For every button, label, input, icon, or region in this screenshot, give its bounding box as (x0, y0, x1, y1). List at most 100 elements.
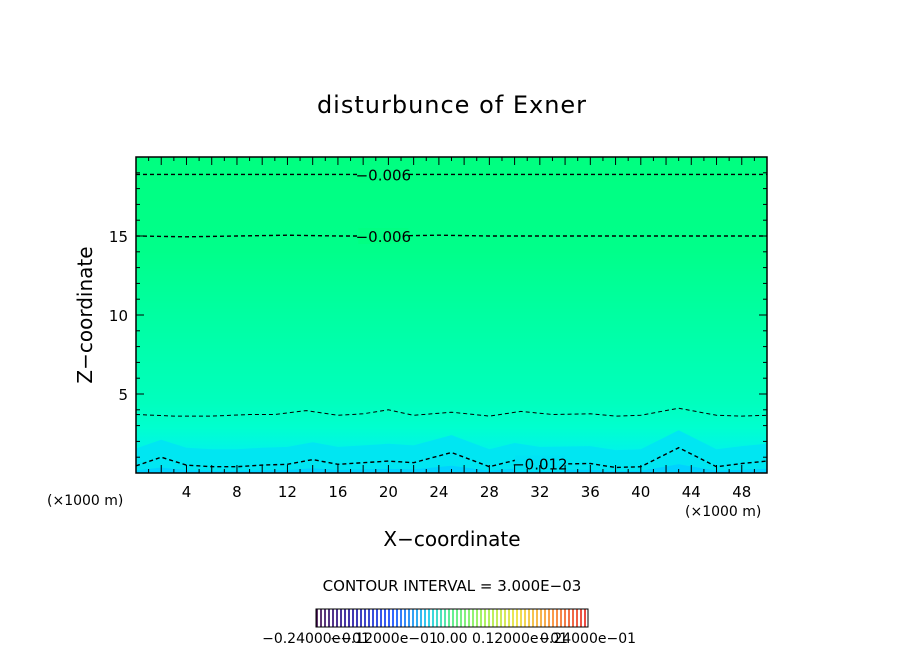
y-ticks: 5 10 15 (109, 156, 767, 474)
colorbar-cell-bg (484, 609, 488, 627)
colorbar-cell-bg (532, 609, 536, 627)
colorbar-cell-bg (524, 609, 528, 627)
colorbar-cell-bg (412, 609, 416, 627)
colorbar-cell-bg (400, 609, 404, 627)
x-axis-label: X−coordinate (383, 527, 520, 551)
x-tick-label: 24 (429, 483, 448, 501)
colorbar-cell-bg (528, 609, 532, 627)
colorbar-cell-bg (316, 609, 320, 627)
colorbar-frame (315, 608, 589, 628)
colorbar-cell-bg (488, 609, 492, 627)
colorbar-cell-bg (416, 609, 420, 627)
contour-labels: −0.006 −0.006 −0.012 (356, 166, 568, 474)
colorbar-cell-bg (340, 609, 344, 627)
colorbar-cell-bg (568, 609, 572, 627)
colorbar-cell-bg (456, 609, 460, 627)
contour-label: −0.012 (512, 456, 568, 474)
colorbar-label: −0.12000e−01 (330, 631, 438, 647)
colorbar-cell-bg (536, 609, 540, 627)
y-tick-label: 15 (109, 228, 128, 246)
field-fill (136, 157, 767, 473)
colorbar-cell-bg (504, 609, 508, 627)
colorbar-cell-bg (360, 609, 364, 627)
colorbar-cell-bg (384, 609, 388, 627)
colorbar-cell-bg (372, 609, 376, 627)
colorbar-cell-bg (496, 609, 500, 627)
colorbar-cell-bg (552, 609, 556, 627)
x-tick-label: 36 (581, 483, 600, 501)
colorbar-cell-bg (508, 609, 512, 627)
x-unit-label-left: (×1000 m) (47, 493, 123, 509)
colorbar-cell-bg (328, 609, 332, 627)
colorbar-cell-bg (540, 609, 544, 627)
colorbar-label: −0.24000e−01 (262, 631, 370, 647)
colorbar-cell-bg (356, 609, 360, 627)
colorbar-cell-bg (376, 609, 380, 627)
colorbar-cell-bg (464, 609, 468, 627)
colorbar-cell-bg (440, 609, 444, 627)
colorbar-cell-bg (388, 609, 392, 627)
contour-label: −0.006 (356, 166, 412, 184)
colorbar-cell-bg (452, 609, 456, 627)
colorbar-cell-bg (424, 609, 428, 627)
contour-label: −0.006 (356, 228, 412, 246)
colorbar-cell-bg (344, 609, 348, 627)
colorbar-cell-bg (364, 609, 368, 627)
x-tick-label: 8 (232, 483, 242, 501)
colorbar-cell-bg (460, 609, 464, 627)
colorbar-cell-bg (584, 609, 588, 627)
ground-band (136, 464, 767, 473)
colorbar-cell-bg (476, 609, 480, 627)
x-tick-label: 28 (480, 483, 499, 501)
contour-interval-text: CONTOUR INTERVAL = 3.000E−03 (323, 577, 582, 595)
colorbar-label: 0.12000e−01 (472, 631, 568, 647)
x-tick-label: 20 (379, 483, 398, 501)
x-tick-label: 32 (530, 483, 549, 501)
colorbar-cell-bg (336, 609, 340, 627)
x-tick-label: 48 (732, 483, 751, 501)
colorbar-cell-bg (320, 609, 324, 627)
colorbar-cell-bg (420, 609, 424, 627)
colorbar-cell-bg (404, 609, 408, 627)
x-tick-label: 4 (182, 483, 192, 501)
colorbar-cell-bg (408, 609, 412, 627)
colorbar-cell-bg (548, 609, 552, 627)
colorbar-cell-bg (428, 609, 432, 627)
colorbar-cell-bg (448, 609, 452, 627)
colorbar-cell-bg (392, 609, 396, 627)
chart-title: disturbunce of Exner (317, 91, 587, 119)
colorbar-cell-bg (332, 609, 336, 627)
colorbar-label: 0.24000e−01 (540, 631, 636, 647)
colorbar-cell-bg (368, 609, 372, 627)
colorbar-cell-bg (572, 609, 576, 627)
colorbar-cell-bg (444, 609, 448, 627)
colorbar-cell-bg (492, 609, 496, 627)
x-unit-label-right: (×1000 m) (685, 504, 761, 520)
colorbar-cell-bg (352, 609, 356, 627)
colorbar-cell-bg (324, 609, 328, 627)
colorbar-cell-bg (564, 609, 568, 627)
y-axis-label: Z−coordinate (73, 246, 97, 383)
colorbar-cell-bg (472, 609, 476, 627)
colorbar-cell-bg (396, 609, 400, 627)
contour-label-bg (358, 228, 409, 244)
colorbar (315, 608, 589, 628)
x-tick-label: 16 (328, 483, 347, 501)
contour-label-bg (514, 455, 565, 472)
colorbar-cell-bg (544, 609, 548, 627)
colorbar-cell-bg (516, 609, 520, 627)
colorbar-cell-bg (468, 609, 472, 627)
x-ticks: 4 8 12 16 20 24 28 32 36 40 44 48 (135, 157, 768, 501)
colorbar-cell-bg (556, 609, 560, 627)
colorbar-labels: −0.24000e−01−0.12000e−010.00 0.12000e−010… (262, 631, 636, 647)
colorbar-cell-bg (512, 609, 516, 627)
contour-label-bg (358, 166, 409, 183)
contour-lines (136, 173, 767, 469)
x-tick-label: 44 (682, 483, 701, 501)
colorbar-cell-bg (380, 609, 384, 627)
y-tick-label: 10 (109, 307, 128, 325)
colorbar-cell-bg (480, 609, 484, 627)
colorbar-cell-bg (520, 609, 524, 627)
plot-area (136, 157, 767, 473)
